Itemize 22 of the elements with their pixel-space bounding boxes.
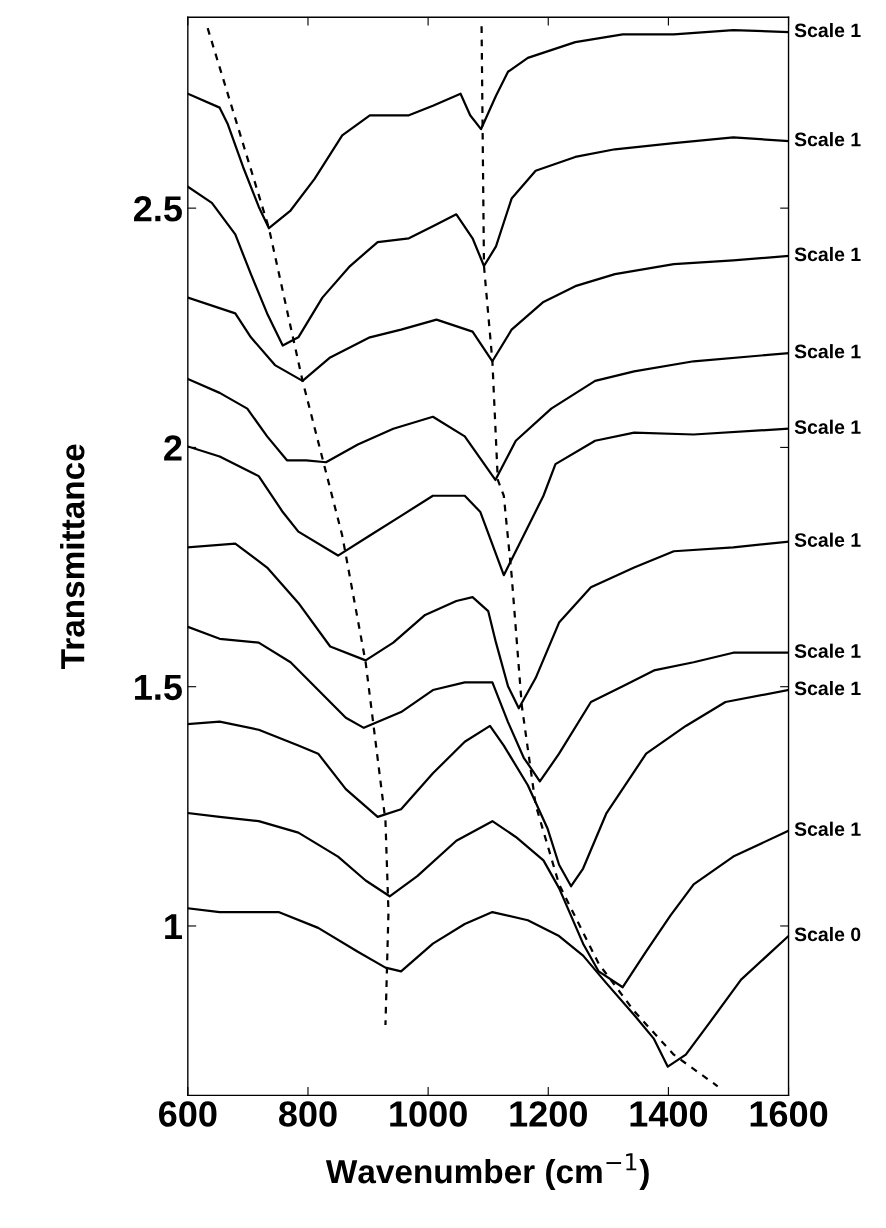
series-label: Scale 1 (794, 532, 861, 547)
series-label: Scale 1 (794, 643, 861, 658)
y-tick-label: 2 (164, 435, 182, 461)
x-tick-label: 600 (159, 1101, 217, 1127)
x-tick-label: 1600 (750, 1101, 828, 1127)
y-axis-title: Transmittance (60, 444, 85, 669)
y-tick-label: 1.5 (135, 674, 182, 701)
series-label: Scale 1 (794, 821, 861, 836)
series-label: Scale 1 (794, 419, 861, 434)
legend-label: Scale 0 (794, 926, 861, 942)
y-tick-label: 1 (165, 914, 182, 940)
y-tick-label: 2.5 (134, 196, 182, 222)
series-label: Scale 1 (794, 132, 861, 147)
x-tick-label: 1200 (510, 1101, 587, 1127)
x-tick-label: 1400 (630, 1101, 708, 1127)
x-tick-label: 1000 (390, 1101, 467, 1127)
x-tick-label: 800 (279, 1101, 337, 1127)
legend-label: Scale 1 (794, 680, 861, 696)
x-axis-title: Wavenumber (cm$^{−1}$) (325, 1153, 649, 1191)
legend-label: Scale 1 (794, 22, 861, 38)
series-label: Scale 1 (794, 246, 861, 262)
series-label: Scale 1 (794, 344, 861, 359)
